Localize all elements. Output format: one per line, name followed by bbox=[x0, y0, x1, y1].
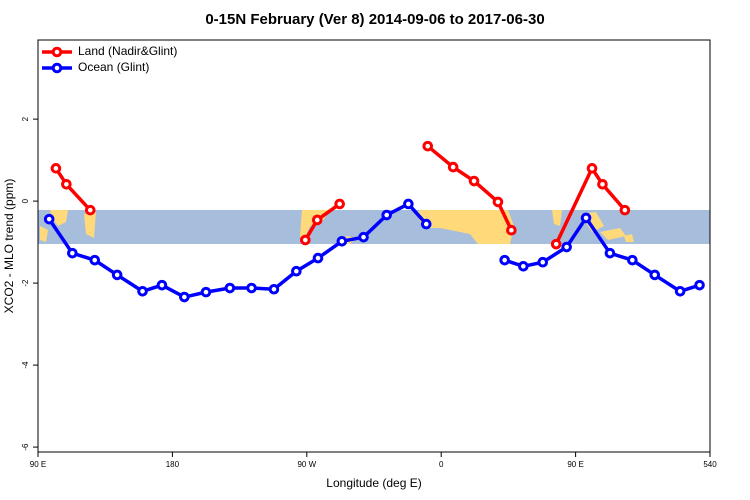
data-point bbox=[550, 238, 562, 250]
data-point bbox=[84, 204, 96, 216]
data-point bbox=[468, 175, 480, 187]
y-tick-label: -2 bbox=[21, 279, 30, 287]
data-point bbox=[492, 196, 504, 208]
data-point bbox=[336, 235, 348, 247]
data-point bbox=[200, 286, 212, 298]
data-point bbox=[61, 179, 72, 190]
data-point bbox=[89, 254, 101, 266]
x-tick-label: 90 W bbox=[297, 460, 316, 469]
y-tick-label: 0 bbox=[21, 198, 30, 203]
data-point bbox=[224, 282, 236, 294]
series-line bbox=[554, 164, 627, 245]
data-point bbox=[381, 209, 392, 221]
data-point bbox=[537, 256, 549, 268]
data-point bbox=[300, 234, 311, 246]
y-axis-label: XCO2 - MLO trend (ppm) bbox=[2, 179, 16, 314]
x-axis-label: Longitude (deg E) bbox=[326, 476, 421, 490]
y-tick-label: 2 bbox=[21, 116, 30, 121]
data-point bbox=[403, 198, 414, 210]
x-tick-label: 0 bbox=[439, 460, 444, 469]
legend-marker bbox=[51, 46, 63, 58]
legend-marker bbox=[51, 62, 63, 74]
data-point bbox=[311, 214, 323, 226]
data-point bbox=[268, 283, 280, 295]
y-tick-label: -6 bbox=[21, 443, 30, 451]
data-point bbox=[627, 254, 638, 266]
plot-frame bbox=[37, 39, 711, 453]
data-point bbox=[604, 247, 616, 259]
data-point bbox=[137, 285, 148, 297]
data-point bbox=[334, 198, 345, 210]
y-tick-label: -4 bbox=[21, 361, 30, 369]
data-point bbox=[674, 285, 686, 297]
data-point bbox=[246, 282, 257, 294]
data-point bbox=[561, 241, 572, 253]
data-point bbox=[420, 218, 432, 230]
map-band bbox=[38, 210, 710, 244]
data-point bbox=[67, 247, 78, 259]
data-point bbox=[518, 260, 529, 272]
data-point bbox=[649, 269, 661, 281]
data-point bbox=[499, 254, 510, 266]
data-point bbox=[179, 291, 190, 303]
data-point bbox=[694, 279, 705, 291]
series-line bbox=[54, 167, 92, 212]
data-point bbox=[43, 213, 55, 225]
data-point bbox=[580, 212, 592, 224]
data-point bbox=[619, 204, 631, 216]
x-tick-label: 90 E bbox=[567, 460, 583, 469]
data-point bbox=[358, 231, 369, 243]
data-point bbox=[111, 269, 123, 281]
land-africa bbox=[416, 210, 514, 244]
data-point bbox=[50, 163, 62, 174]
x-tick-label: 540 bbox=[703, 460, 717, 469]
chart-title: 0-15N February (Ver 8) 2014-09-06 to 201… bbox=[205, 11, 544, 28]
data-point bbox=[156, 279, 168, 291]
series-line bbox=[504, 214, 701, 294]
data-point bbox=[422, 140, 434, 152]
legend-label: Ocean (Glint) bbox=[78, 60, 149, 74]
data-point bbox=[447, 161, 459, 173]
data-point bbox=[506, 224, 517, 236]
legend-label: Land (Nadir&Glint) bbox=[78, 44, 177, 58]
data-point bbox=[597, 179, 608, 190]
data-point bbox=[291, 265, 302, 277]
x-tick-label: 90 E bbox=[30, 460, 46, 469]
data-point bbox=[586, 163, 598, 174]
x-tick-label: 180 bbox=[166, 460, 180, 469]
data-point bbox=[312, 252, 324, 264]
